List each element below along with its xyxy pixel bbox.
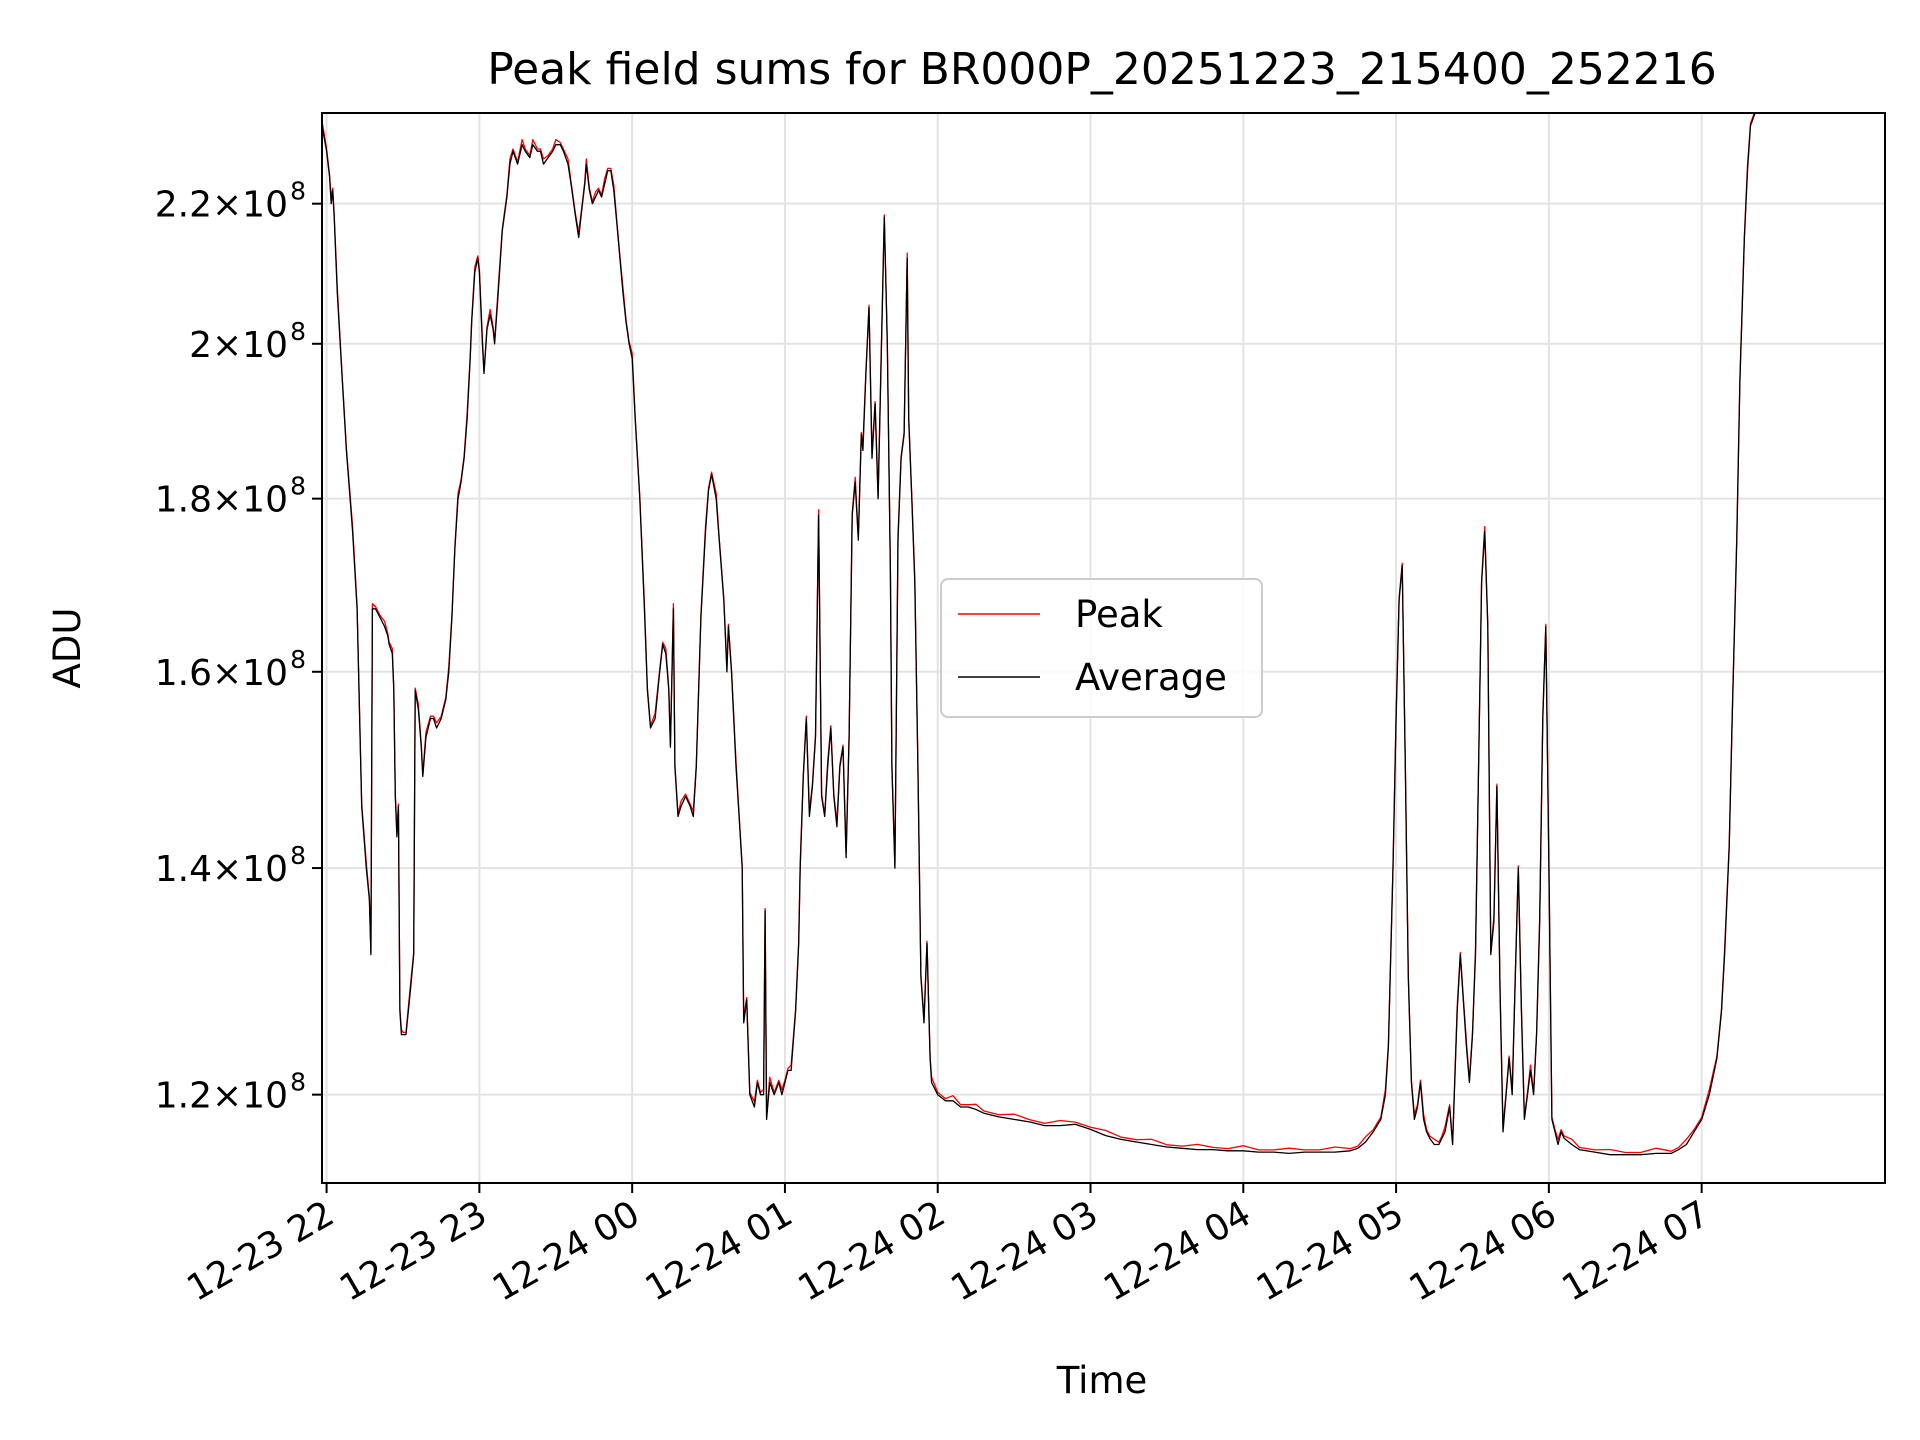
y-axis-label: ADU bbox=[46, 608, 89, 689]
series-layer bbox=[322, 113, 1756, 1156]
series-line-average bbox=[322, 113, 1756, 1156]
y-tick-exponent: 8 bbox=[290, 317, 306, 346]
chart-title: Peak field sums for BR000P_20251223_2154… bbox=[487, 44, 1717, 95]
legend: Peak Average bbox=[940, 578, 1263, 718]
y-tick-label: 1.2×10 bbox=[155, 1076, 288, 1117]
y-tick-exponent: 8 bbox=[290, 1068, 306, 1097]
legend-label-average: Average bbox=[1075, 656, 1227, 699]
x-axis-label: Time bbox=[1056, 1359, 1148, 1402]
y-axis: 1.2×10 81.4×10 81.6×10 81.8×10 82×10 82.2×10 8 bbox=[155, 177, 322, 1117]
legend-label-peak: Peak bbox=[1075, 593, 1163, 636]
plot-frame bbox=[321, 112, 1886, 1184]
y-tick-label: 1.4×10 bbox=[155, 849, 288, 890]
y-tick-exponent: 8 bbox=[290, 645, 306, 674]
y-tick-label: 2×10 bbox=[189, 325, 288, 366]
y-tick-exponent: 8 bbox=[290, 841, 306, 870]
y-tick-label: 2.2×10 bbox=[155, 185, 288, 226]
y-tick-exponent: 8 bbox=[290, 472, 306, 501]
y-tick-exponent: 8 bbox=[290, 177, 306, 206]
y-tick-label: 1.6×10 bbox=[155, 653, 288, 694]
y-tick-label: 1.8×10 bbox=[155, 480, 288, 521]
